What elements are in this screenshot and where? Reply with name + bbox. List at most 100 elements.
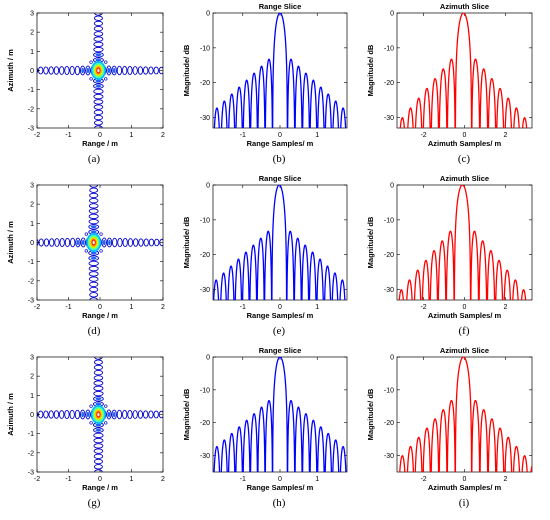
- range-sidelobe-core: [107, 67, 111, 74]
- panel-caption: (g): [88, 497, 101, 509]
- x-tick-label: -2: [420, 476, 426, 483]
- range-sidelobe: [23, 411, 27, 417]
- azimuth-sidelobe: [93, 46, 104, 53]
- azimuth-sidelobe: [95, 6, 103, 10]
- main-lobe-ring: [92, 240, 95, 245]
- azimuth-sidelobe: [93, 20, 103, 27]
- azimuth-sidelobe: [93, 427, 104, 433]
- azimuth-sidelobe-core: [95, 79, 102, 83]
- panel-caption: (d): [88, 325, 101, 337]
- azimuth-sidelobe: [93, 359, 103, 365]
- x-tick-label: -2: [34, 304, 40, 311]
- azimuth-sidelobe-core: [95, 397, 102, 401]
- azimuth-sidelobe: [93, 52, 104, 58]
- azimuth-sidelobe: [93, 437, 104, 444]
- cross-sidelobe-dot: [89, 60, 93, 64]
- x-tick-label: 0: [278, 304, 282, 311]
- range-sidelobe: [143, 238, 149, 247]
- y-tick-label: -30: [384, 287, 394, 294]
- range-sidelobe: [154, 238, 160, 247]
- azimuth-sidelobe: [88, 255, 99, 261]
- range-sidelobe: [54, 238, 60, 247]
- y-tick-label: 0: [30, 68, 34, 75]
- y-tick-label: 2: [30, 202, 34, 209]
- range-sidelobe: [122, 65, 128, 76]
- y-tick-label: -30: [200, 453, 210, 460]
- cross-sidelobe-dot: [104, 421, 108, 425]
- azimuth-sidelobe: [95, 350, 103, 354]
- x-axis-label: Range Samples/ m: [247, 483, 314, 492]
- azimuth-sidelobe: [88, 271, 99, 277]
- range-sidelobe: [53, 66, 60, 75]
- y-axis-label: Azimuth / m: [6, 393, 15, 436]
- azimuth-sidelobe: [89, 292, 99, 298]
- x-axis-label: Range Samples/ m: [247, 139, 314, 148]
- range-sidelobe: [143, 410, 149, 419]
- cross-sidelobe-dot: [99, 249, 103, 253]
- panel-caption: (i): [459, 497, 470, 509]
- axes-frame: [396, 184, 533, 301]
- y-tick-label: 0: [30, 240, 34, 247]
- range-sidelobe: [59, 237, 65, 248]
- y-tick-label: -30: [200, 287, 210, 294]
- x-tick-label: -1: [65, 476, 71, 483]
- chart-title: Range Slice: [259, 346, 302, 355]
- range-sidelobe: [59, 66, 65, 75]
- y-axis-label: Magnitude/ dB: [366, 44, 375, 96]
- y-tick-label: -10: [200, 387, 210, 394]
- azimuth-sidelobe: [88, 218, 99, 225]
- y-axis-label: Azimuth / m: [6, 221, 15, 264]
- azimuth-sidelobe: [88, 213, 99, 220]
- chart-title: Azimuth Slice: [440, 2, 489, 11]
- range-sidelobe: [69, 409, 75, 420]
- azimuth-sidelobe: [93, 464, 103, 470]
- range-sidelobe-core: [81, 67, 84, 74]
- azimuth-sidelobe: [93, 380, 104, 386]
- azimuth-sidelobe: [93, 443, 104, 449]
- range-sidelobe: [116, 409, 123, 420]
- range-sidelobe: [148, 410, 154, 419]
- range-sidelobe: [106, 65, 112, 76]
- panel-caption: (e): [273, 325, 286, 337]
- azimuth-sidelobe-core: [90, 256, 97, 260]
- range-sidelobe: [111, 409, 117, 420]
- panel-caption: (h): [273, 497, 286, 509]
- heatmap-contours: [37, 185, 163, 307]
- azimuth-sidelobe: [93, 104, 104, 110]
- x-tick-label: 2: [161, 476, 165, 483]
- range-sidelobe: [43, 410, 49, 419]
- azimuth-sidelobe: [89, 187, 99, 193]
- magnitude-curve: [399, 13, 528, 128]
- azimuth-sidelobe: [93, 390, 104, 397]
- x-tick-label: 0: [98, 132, 102, 139]
- range-sidelobe: [133, 238, 139, 247]
- range-sidelobe: [53, 410, 60, 419]
- range-sidelobe: [127, 409, 133, 420]
- y-tick-label: -2: [28, 106, 34, 113]
- range-sidelobe: [74, 409, 81, 420]
- x-axis-label: Azimuth Samples/ m: [428, 483, 502, 492]
- magnitude-curve: [213, 357, 347, 472]
- range-sidelobe: [43, 238, 50, 247]
- x-tick-label: 2: [503, 476, 507, 483]
- range-sidelobe: [153, 410, 159, 419]
- y-axis-label: Magnitude/ dB: [182, 388, 191, 440]
- x-tick-label: 2: [161, 132, 165, 139]
- azimuth-sidelobe: [89, 192, 99, 199]
- y-tick-label: -20: [200, 80, 210, 87]
- azimuth-sidelobe: [93, 83, 104, 89]
- range-sidelobe: [164, 411, 168, 417]
- azimuth-sidelobe: [90, 303, 98, 307]
- range-sidelobe: [85, 409, 91, 420]
- y-tick-label: 1: [30, 393, 34, 400]
- azimuth-sidelobe: [88, 224, 99, 230]
- y-axis-label: Magnitude/ dB: [366, 216, 375, 268]
- range-sidelobe: [59, 410, 65, 419]
- range-sidelobe: [64, 237, 71, 248]
- cross-sidelobe-dot: [104, 60, 108, 64]
